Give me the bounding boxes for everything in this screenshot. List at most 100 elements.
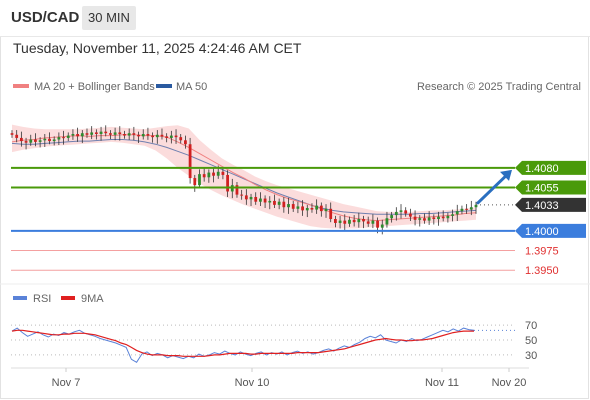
candle-body xyxy=(57,137,61,140)
ma50-legend-swatch xyxy=(156,84,172,88)
candle-body xyxy=(465,208,469,210)
candle-body xyxy=(160,134,164,137)
candle-body xyxy=(282,201,286,208)
candle-body xyxy=(315,205,319,210)
candle-body xyxy=(155,134,159,138)
candle-body xyxy=(174,135,178,138)
rsi-legend-swatch xyxy=(13,296,27,300)
header-bar: USD/CAD 30 MIN xyxy=(0,0,590,37)
candle-body xyxy=(408,213,412,217)
candle-body xyxy=(460,208,464,212)
candle-body xyxy=(394,211,398,216)
level-tag-1.4033 xyxy=(515,197,586,212)
candle-body xyxy=(263,198,267,203)
candle-body xyxy=(94,132,98,134)
candle-body xyxy=(90,132,94,135)
candle-body xyxy=(80,133,84,137)
candle-body xyxy=(146,134,150,136)
candle-body xyxy=(43,138,47,141)
research-credit: Research © 2025 Trading Central xyxy=(417,81,581,93)
candle-body xyxy=(38,140,42,142)
candle-body xyxy=(71,134,75,136)
candle-body xyxy=(113,132,117,135)
candle-body xyxy=(104,131,108,134)
ma50-legend-label: MA 50 xyxy=(176,81,207,93)
candle-body xyxy=(99,131,103,134)
x-tick-label: Nov 7 xyxy=(52,377,81,389)
candle-body xyxy=(455,211,459,215)
projection-arrow-shaft xyxy=(476,173,509,205)
candle-body xyxy=(118,132,122,134)
candle-body xyxy=(151,135,154,138)
ma20-legend-label: MA 20 + Bollinger Bands xyxy=(34,81,155,93)
candle-body xyxy=(334,219,337,223)
rsi-plot: 70 50 30 xyxy=(11,320,537,363)
candle-body xyxy=(343,220,347,224)
candle-body xyxy=(34,139,37,142)
x-tick-label: Nov 20 xyxy=(492,377,527,389)
candle-body xyxy=(188,144,192,179)
candle-body xyxy=(357,219,361,223)
candle-body xyxy=(132,133,136,135)
candle-body xyxy=(437,216,440,220)
level-tag-1.4055 xyxy=(515,180,586,195)
candle-body xyxy=(287,204,290,208)
candle-body xyxy=(109,133,112,135)
candle-body xyxy=(137,134,140,137)
candle-body xyxy=(198,174,201,186)
candle-body xyxy=(240,194,244,196)
rsi-tick-label: 30 xyxy=(525,350,537,362)
candle-body xyxy=(165,136,169,138)
candle-body xyxy=(432,217,436,220)
candle-body xyxy=(216,171,220,176)
candle-body xyxy=(469,207,473,210)
x-tick-label: Nov 10 xyxy=(235,377,270,389)
candle-body xyxy=(48,138,51,142)
rsi-ma-line xyxy=(11,329,474,357)
candle-body xyxy=(127,133,131,136)
candle-body xyxy=(254,196,258,202)
x-tick-label: Nov 11 xyxy=(425,377,459,389)
candle-body xyxy=(66,135,70,138)
rsi-tick-label: 70 xyxy=(525,320,537,332)
candle-body xyxy=(277,201,281,205)
candle-body xyxy=(319,205,323,212)
candle-body xyxy=(244,195,248,200)
candle-body xyxy=(15,134,19,138)
level-label-1.4055: 1.4055 xyxy=(525,183,559,195)
candle-body xyxy=(329,208,333,220)
ma20-legend-swatch xyxy=(13,84,29,88)
interval-badge[interactable]: 30 MIN xyxy=(82,6,136,30)
candle-body xyxy=(291,204,295,209)
projection-arrow-head xyxy=(500,169,512,181)
level-tag-1.4080 xyxy=(515,160,586,175)
candle-body xyxy=(221,171,225,175)
level-label-1.3975: 1.3975 xyxy=(525,246,559,258)
candle-body xyxy=(259,198,262,202)
candle-body xyxy=(348,219,351,224)
candle-body xyxy=(362,219,365,222)
candle-body xyxy=(141,134,145,137)
rsi-ma-legend-label: 9MA xyxy=(81,293,104,305)
candle-body xyxy=(441,216,445,219)
candle-body xyxy=(24,141,28,143)
candle-body xyxy=(413,216,417,220)
candle-body xyxy=(427,217,431,221)
candle-body xyxy=(366,221,370,224)
candle-body xyxy=(324,208,328,212)
candle-body xyxy=(380,224,384,228)
candle-body xyxy=(29,139,33,143)
level-label-1.3950: 1.3950 xyxy=(525,265,559,277)
candle-body xyxy=(390,215,394,219)
ma20-line xyxy=(11,134,477,222)
candle-body xyxy=(376,220,379,228)
candle-body xyxy=(10,133,14,135)
candle-body xyxy=(305,208,309,211)
candle-body xyxy=(338,220,342,223)
rsi-legend-label: RSI xyxy=(33,293,51,305)
candle-body xyxy=(474,204,478,208)
candle-body xyxy=(19,137,23,142)
candle-body xyxy=(371,220,375,224)
candle-body xyxy=(451,214,454,216)
candle-body xyxy=(404,210,408,214)
